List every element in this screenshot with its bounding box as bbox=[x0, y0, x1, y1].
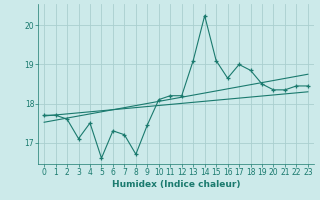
X-axis label: Humidex (Indice chaleur): Humidex (Indice chaleur) bbox=[112, 180, 240, 189]
